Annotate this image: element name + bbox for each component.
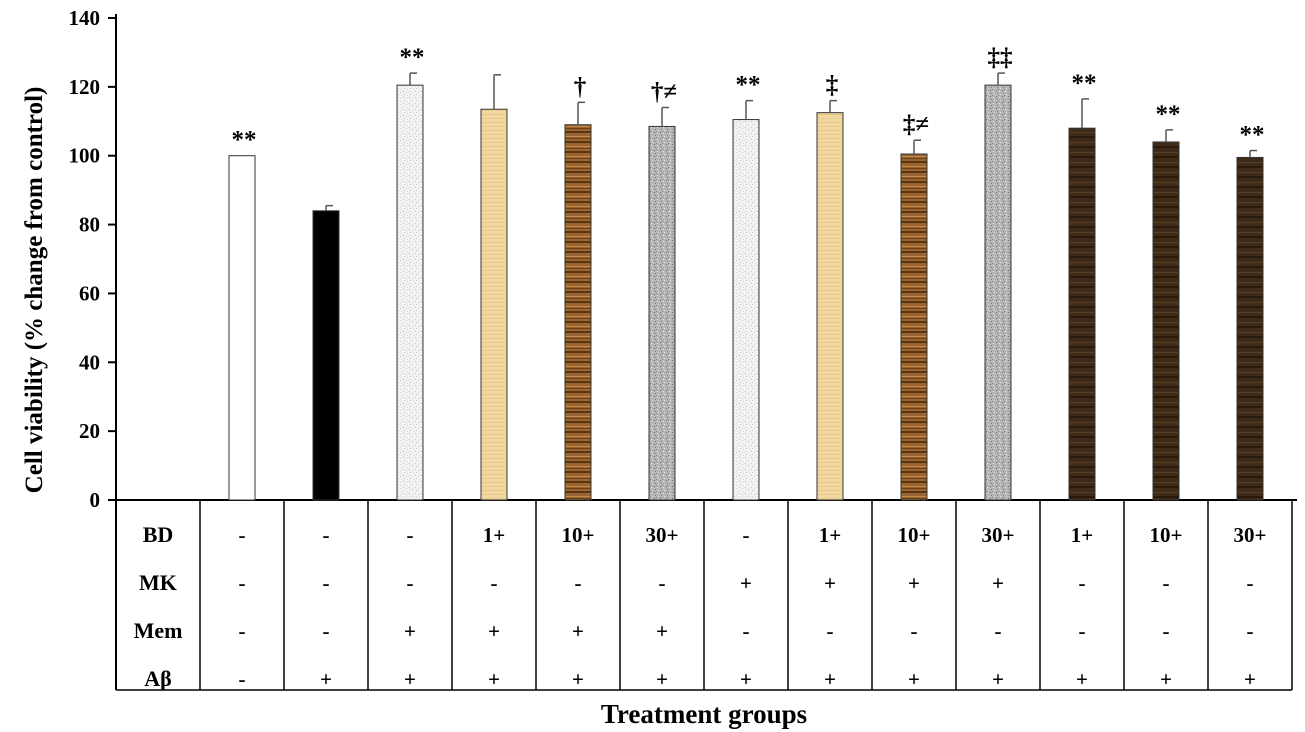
table-cell: 10+	[898, 523, 931, 547]
table-cell: -	[1079, 619, 1086, 643]
table-cell: +	[1076, 667, 1088, 691]
treatment-table: BD - - - 1+ 10+ 30+ - 1+ 10+ 30+ 1+ 10+ 30+ MK - - - - - - + +…	[134, 522, 1267, 691]
table-cell: -	[1163, 619, 1170, 643]
bar	[648, 125, 676, 501]
significance-label: **	[400, 44, 425, 71]
significance-label: **	[1072, 70, 1097, 97]
table-row-label: MK	[139, 570, 177, 595]
table-cell: -	[575, 571, 582, 595]
bar	[732, 119, 760, 501]
table-cell: +	[656, 667, 668, 691]
bar	[228, 155, 256, 501]
table-cell: +	[740, 667, 752, 691]
table-cell: -	[995, 619, 1002, 643]
y-tick-label: 100	[69, 144, 101, 168]
significance-label: ‡‡	[988, 44, 1013, 71]
bar	[900, 153, 928, 501]
table-cell: +	[1244, 667, 1256, 691]
y-tick-label: 60	[79, 281, 100, 305]
y-tick-label: 80	[79, 213, 100, 237]
bar	[1068, 127, 1096, 501]
table-cell: -	[323, 619, 330, 643]
table-cell: +	[320, 667, 332, 691]
significance-label: **	[736, 72, 761, 99]
table-cell: +	[572, 667, 584, 691]
table-cell: -	[743, 523, 750, 547]
significance-label: **	[1240, 122, 1265, 149]
significance-label: **	[232, 127, 257, 154]
table-cell: +	[656, 619, 668, 643]
table-cell: 10+	[562, 523, 595, 547]
table-cell: -	[1247, 619, 1254, 643]
table-cell: -	[239, 571, 246, 595]
bar	[564, 124, 592, 501]
table-cell: +	[572, 619, 584, 643]
significance-label: ‡≠	[903, 111, 929, 138]
table-cell: -	[323, 523, 330, 547]
table-row-label: Mem	[134, 618, 183, 643]
table-cell: -	[239, 523, 246, 547]
table-cell: -	[239, 667, 246, 691]
y-tick-label: 40	[79, 350, 100, 374]
bar	[1236, 156, 1264, 501]
table-cell: -	[827, 619, 834, 643]
table-cell: -	[1247, 571, 1254, 595]
table-row-label: BD	[143, 522, 174, 547]
table-cell: -	[407, 571, 414, 595]
table-cell: +	[740, 571, 752, 595]
table-cell: 1+	[819, 523, 841, 547]
significance-label: ‡	[826, 72, 839, 99]
table-cell: +	[992, 571, 1004, 595]
table-cell: 30+	[982, 523, 1015, 547]
table-cell: -	[659, 571, 666, 595]
bar	[396, 84, 424, 501]
bars: ** ** † †≠ ** ‡ ‡≠ ‡‡ ** ** **	[228, 44, 1265, 501]
y-tick-label: 20	[79, 419, 100, 443]
bar	[480, 108, 508, 501]
table-cell: +	[992, 667, 1004, 691]
table-cell: 30+	[646, 523, 679, 547]
y-tick-label: 120	[69, 75, 101, 99]
bar	[984, 84, 1012, 501]
y-tick-label: 0	[90, 488, 101, 512]
table-cell: 10+	[1150, 523, 1183, 547]
table-cell: +	[824, 571, 836, 595]
table-cell: 1+	[1071, 523, 1093, 547]
bar	[1152, 141, 1180, 501]
table-cell: +	[908, 571, 920, 595]
table-cell: +	[1160, 667, 1172, 691]
table-cell: -	[1163, 571, 1170, 595]
table-cell: -	[743, 619, 750, 643]
table-cell: -	[239, 619, 246, 643]
y-tick-label: 140	[69, 6, 101, 30]
table-grid	[116, 500, 1293, 691]
table-cell: +	[488, 619, 500, 643]
table-cell: +	[488, 667, 500, 691]
table-cell: 30+	[1234, 523, 1267, 547]
table-cell: +	[404, 667, 416, 691]
significance-label: †≠	[651, 79, 677, 106]
table-cell: +	[404, 619, 416, 643]
table-row-label: Aβ	[144, 666, 171, 691]
table-cell: -	[491, 571, 498, 595]
table-cell: +	[824, 667, 836, 691]
table-cell: +	[908, 667, 920, 691]
significance-label: **	[1156, 101, 1181, 128]
bar	[312, 210, 340, 501]
table-cell: -	[323, 571, 330, 595]
table-cell: 1+	[483, 523, 505, 547]
table-cell: -	[1079, 571, 1086, 595]
y-axis-title: Cell viability (% change from control)	[21, 87, 48, 494]
significance-label: †	[574, 73, 587, 100]
table-cell: -	[911, 619, 918, 643]
table-cell: -	[407, 523, 414, 547]
bar	[816, 112, 844, 501]
x-axis-title: Treatment groups	[601, 699, 807, 729]
